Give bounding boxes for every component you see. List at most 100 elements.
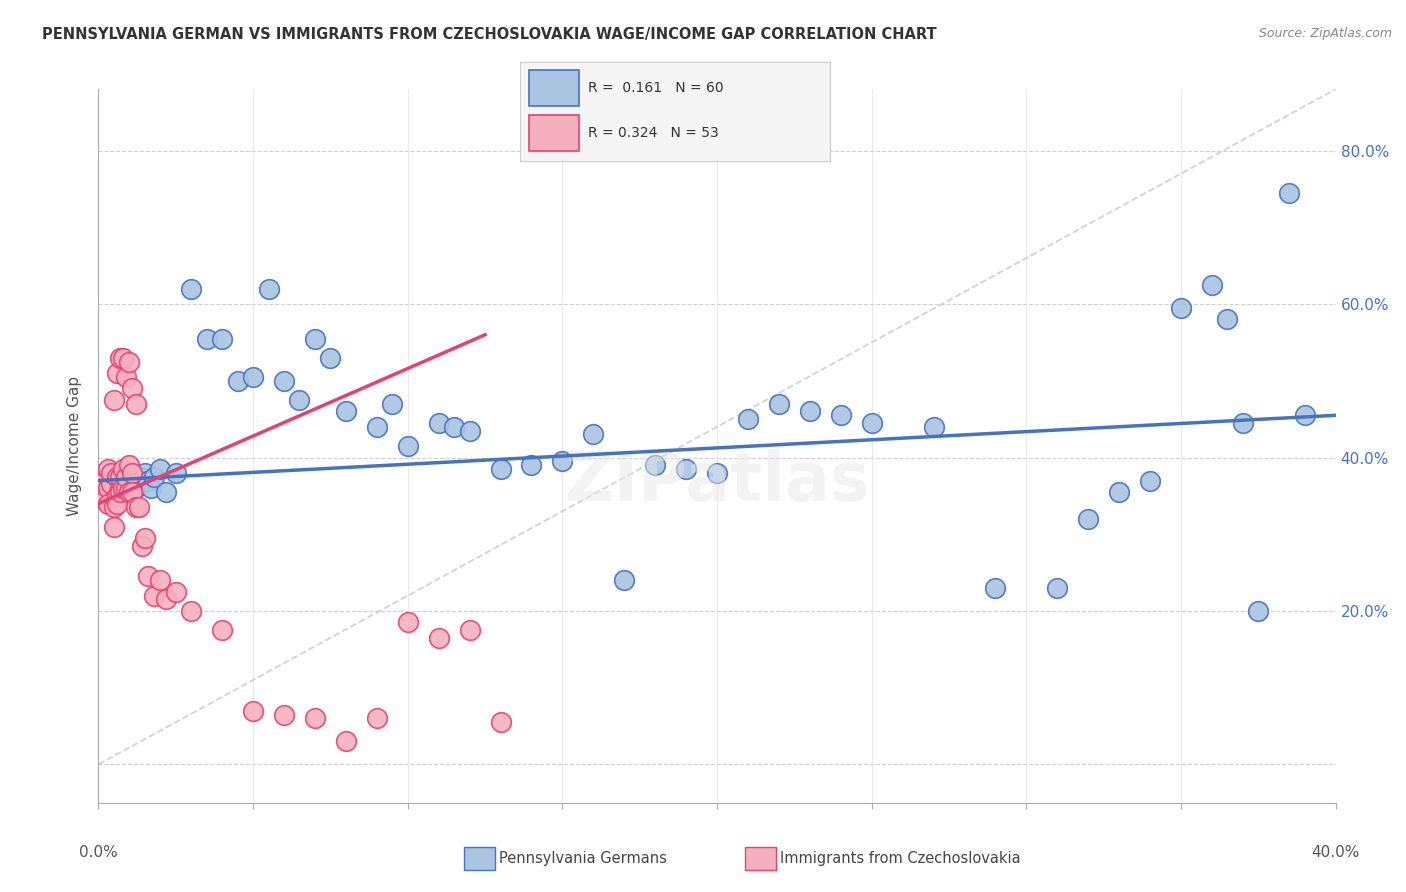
Point	[288, 392, 311, 407]
Text: Immigrants from Czechoslovakia: Immigrants from Czechoslovakia	[780, 851, 1021, 866]
Point	[121, 485, 143, 500]
Point	[768, 397, 790, 411]
Point	[93, 492, 115, 507]
Point	[124, 481, 146, 495]
Point	[143, 589, 166, 603]
Text: R = 0.324   N = 53: R = 0.324 N = 53	[588, 126, 718, 140]
Text: 0.0%: 0.0%	[79, 845, 118, 860]
Point	[443, 419, 465, 434]
Point	[155, 485, 177, 500]
Point	[105, 366, 128, 380]
Point	[115, 474, 138, 488]
Point	[100, 477, 122, 491]
Point	[737, 412, 759, 426]
Bar	[530, 70, 579, 105]
Point	[427, 631, 450, 645]
Point	[97, 469, 120, 483]
Point	[97, 497, 120, 511]
Point	[458, 623, 481, 637]
Point	[97, 462, 120, 476]
Point	[115, 481, 138, 495]
Point	[139, 481, 162, 495]
Point	[396, 439, 419, 453]
Point	[165, 466, 187, 480]
Point	[984, 581, 1007, 595]
Point	[799, 404, 821, 418]
Point	[155, 592, 177, 607]
Point	[108, 481, 131, 495]
Point	[134, 466, 156, 480]
Text: Source: ZipAtlas.com: Source: ZipAtlas.com	[1258, 27, 1392, 40]
Point	[128, 469, 150, 483]
Point	[1170, 301, 1192, 315]
Point	[1077, 512, 1099, 526]
Point	[551, 454, 574, 468]
Point	[118, 354, 141, 368]
Point	[103, 392, 125, 407]
Point	[128, 500, 150, 515]
Point	[304, 332, 326, 346]
Point	[319, 351, 342, 365]
Point	[118, 477, 141, 491]
Point	[97, 481, 120, 495]
Point	[90, 489, 112, 503]
Point	[706, 466, 728, 480]
Point	[103, 500, 125, 515]
Point	[644, 458, 666, 473]
Point	[1046, 581, 1069, 595]
Point	[1294, 409, 1316, 423]
Point	[1247, 604, 1270, 618]
Point	[613, 574, 636, 588]
Point	[458, 424, 481, 438]
Point	[860, 416, 883, 430]
Point	[93, 474, 115, 488]
Point	[105, 469, 128, 483]
Point	[1232, 416, 1254, 430]
Point	[112, 351, 135, 365]
Point	[108, 469, 131, 483]
Point	[211, 332, 233, 346]
Point	[582, 427, 605, 442]
Point	[112, 481, 135, 495]
Point	[108, 351, 131, 365]
Point	[381, 397, 404, 411]
Point	[1216, 312, 1239, 326]
Point	[257, 282, 280, 296]
Point	[396, 615, 419, 630]
Text: R =  0.161   N = 60: R = 0.161 N = 60	[588, 81, 724, 95]
Point	[103, 477, 125, 491]
Point	[180, 604, 202, 618]
Point	[115, 370, 138, 384]
Text: Pennsylvania Germans: Pennsylvania Germans	[499, 851, 666, 866]
Point	[366, 711, 388, 725]
Point	[121, 381, 143, 395]
Text: 40.0%: 40.0%	[1312, 845, 1360, 860]
Point	[100, 466, 122, 480]
Point	[489, 462, 512, 476]
Point	[136, 569, 159, 583]
Point	[134, 531, 156, 545]
Point	[335, 734, 357, 748]
Point	[149, 574, 172, 588]
Point	[105, 489, 128, 503]
Text: ZIPatlas: ZIPatlas	[565, 449, 869, 515]
Point	[103, 519, 125, 533]
Point	[124, 500, 146, 515]
Text: PENNSYLVANIA GERMAN VS IMMIGRANTS FROM CZECHOSLOVAKIA WAGE/INCOME GAP CORRELATIO: PENNSYLVANIA GERMAN VS IMMIGRANTS FROM C…	[42, 27, 936, 42]
Point	[226, 374, 249, 388]
Point	[335, 404, 357, 418]
Point	[131, 539, 153, 553]
Point	[112, 481, 135, 495]
Point	[121, 466, 143, 480]
Point	[273, 374, 295, 388]
Point	[131, 474, 153, 488]
Point	[118, 485, 141, 500]
Point	[195, 332, 218, 346]
Point	[108, 485, 131, 500]
Point	[242, 704, 264, 718]
Point	[149, 462, 172, 476]
Point	[1201, 277, 1223, 292]
Point	[180, 282, 202, 296]
Point	[830, 409, 852, 423]
Point	[304, 711, 326, 725]
